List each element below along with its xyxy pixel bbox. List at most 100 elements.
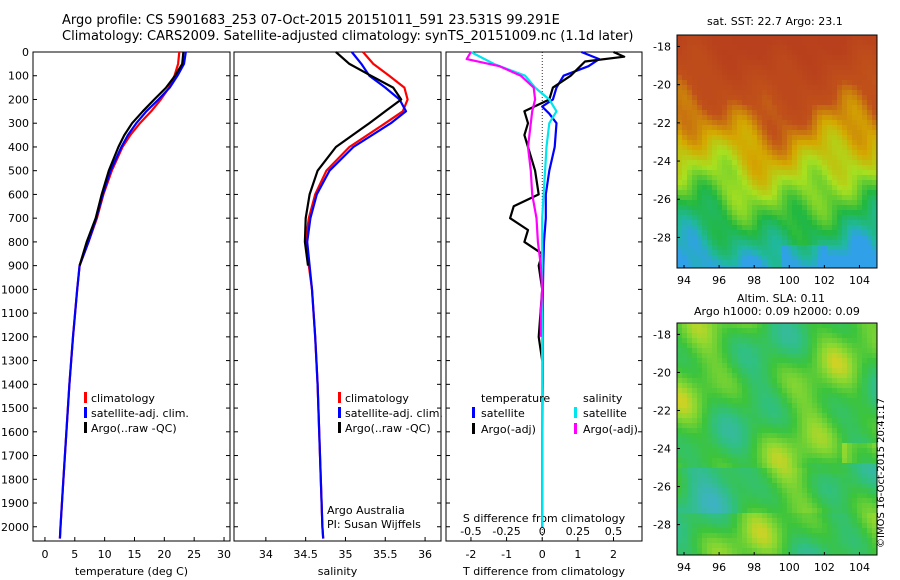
map-cell xyxy=(697,240,702,245)
map-cell xyxy=(802,493,807,498)
map-cell xyxy=(867,533,872,538)
map-cell xyxy=(732,150,737,155)
map-cell xyxy=(837,245,842,250)
map-cell xyxy=(707,160,712,165)
lon-tick-label: 94 xyxy=(677,561,691,574)
map-cell xyxy=(697,333,702,338)
map-cell xyxy=(757,513,762,518)
map-cell xyxy=(682,195,687,200)
map-cell xyxy=(762,120,767,125)
map-cell xyxy=(692,393,697,398)
map-cell xyxy=(807,235,812,240)
map-cell xyxy=(812,328,817,333)
map-cell xyxy=(777,528,782,533)
map-cell xyxy=(752,135,757,140)
map-cell xyxy=(822,328,827,333)
map-cell xyxy=(852,533,857,538)
map-cell xyxy=(787,85,792,90)
map-cell xyxy=(717,533,722,538)
map-cell xyxy=(792,373,797,378)
map-cell xyxy=(827,145,832,150)
map-cell xyxy=(792,353,797,358)
map-cell xyxy=(822,245,827,250)
map-cell xyxy=(737,65,742,70)
map-cell xyxy=(822,60,827,65)
map-cell xyxy=(732,180,737,185)
map-cell xyxy=(782,205,787,210)
map-cell xyxy=(797,528,802,533)
map-cell xyxy=(832,388,837,393)
map-cell xyxy=(822,453,827,458)
map-cell xyxy=(852,473,857,478)
map-cell xyxy=(822,70,827,75)
map-cell xyxy=(687,478,692,483)
map-cell xyxy=(772,150,777,155)
map-cell xyxy=(817,260,822,265)
map-cell xyxy=(737,210,742,215)
map-cell xyxy=(817,528,822,533)
map-cell xyxy=(767,125,772,130)
map-cell xyxy=(742,175,747,180)
map-cell xyxy=(782,533,787,538)
map-cell xyxy=(757,260,762,265)
map-cell xyxy=(767,230,772,235)
map-cell xyxy=(837,180,842,185)
map-cell xyxy=(842,245,847,250)
map-cell xyxy=(717,413,722,418)
map-cell xyxy=(697,323,702,328)
map-cell xyxy=(857,378,862,383)
map-cell xyxy=(767,513,772,518)
map-cell xyxy=(727,513,732,518)
map-cell xyxy=(802,458,807,463)
map-cell xyxy=(707,190,712,195)
map-cell xyxy=(682,115,687,120)
map-cell xyxy=(742,150,747,155)
map-cell xyxy=(847,165,852,170)
map-cell xyxy=(817,413,822,418)
map-cell xyxy=(807,165,812,170)
map-cell xyxy=(867,503,872,508)
map-cell xyxy=(712,140,717,145)
map-cell xyxy=(862,235,867,240)
map-cell xyxy=(777,513,782,518)
map-cell xyxy=(867,40,872,45)
map-cell xyxy=(712,145,717,150)
map-cell xyxy=(852,125,857,130)
map-cell xyxy=(682,368,687,373)
map-cell xyxy=(737,40,742,45)
map-cell xyxy=(747,110,752,115)
map-cell xyxy=(712,120,717,125)
map-cell xyxy=(832,463,837,468)
map-cell xyxy=(777,60,782,65)
map-cell xyxy=(707,483,712,488)
map-cell xyxy=(862,498,867,503)
map-cell xyxy=(797,323,802,328)
map-cell xyxy=(682,353,687,358)
map-cell xyxy=(782,468,787,473)
map-cell xyxy=(817,230,822,235)
map-cell xyxy=(752,250,757,255)
map-cell xyxy=(832,235,837,240)
map-cell xyxy=(827,438,832,443)
map-cell xyxy=(747,210,752,215)
y-tick-label: 1800 xyxy=(1,473,29,486)
map-cell xyxy=(792,478,797,483)
map-cell xyxy=(697,160,702,165)
map-cell xyxy=(822,438,827,443)
map-cell xyxy=(682,210,687,215)
map-cell xyxy=(822,338,827,343)
map-cell xyxy=(692,413,697,418)
map-cell xyxy=(852,338,857,343)
map-cell xyxy=(757,205,762,210)
map-cell xyxy=(817,255,822,260)
map-cell xyxy=(777,363,782,368)
map-cell xyxy=(767,523,772,528)
map-cell xyxy=(777,40,782,45)
map-cell xyxy=(762,165,767,170)
map-cell xyxy=(677,488,682,493)
map-cell xyxy=(742,130,747,135)
map-cell xyxy=(847,240,852,245)
map-cell xyxy=(807,458,812,463)
map-cell xyxy=(822,538,827,543)
map-cell xyxy=(722,165,727,170)
